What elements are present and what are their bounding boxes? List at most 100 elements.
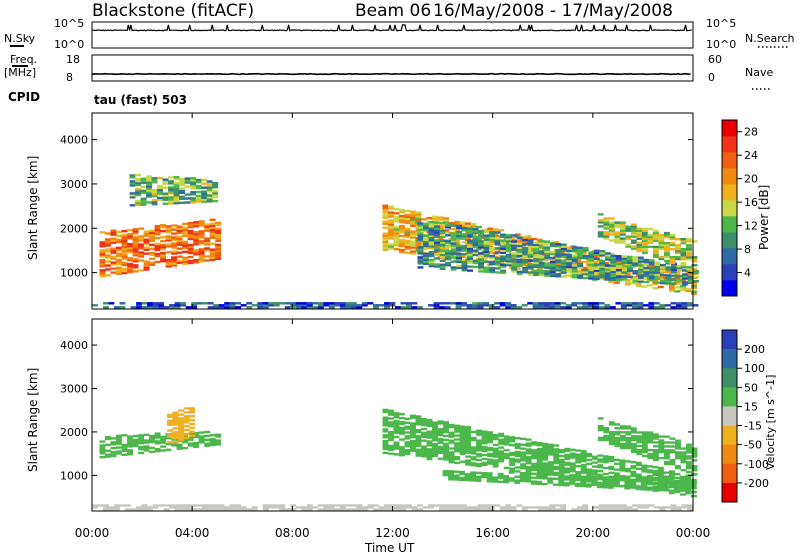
power-cell (215, 247, 222, 251)
power-cell (127, 247, 133, 250)
power-cell (511, 264, 518, 267)
velocity-cell (680, 457, 687, 460)
velocity-cell (388, 417, 394, 420)
velocity-cell (631, 504, 638, 507)
velocity-cell (176, 445, 183, 448)
power-cell (514, 233, 521, 236)
power-cell (160, 226, 166, 229)
power-cell (195, 186, 202, 190)
velocity-cell (619, 436, 626, 440)
power-cell (99, 231, 106, 234)
velocity-cell (637, 504, 644, 507)
power-cell (631, 304, 638, 307)
velocity-cell (361, 508, 368, 511)
velocity-cell (663, 479, 670, 482)
power-cell (437, 226, 444, 229)
velocity-cell (648, 504, 655, 507)
velocity-cell (614, 442, 621, 446)
velocity-cell (691, 467, 698, 470)
velocity-cell (178, 413, 184, 416)
velocity-cell (183, 407, 190, 410)
power-cell (625, 225, 632, 228)
power-cell (157, 184, 163, 188)
power-cell (433, 306, 440, 309)
power-cell (154, 230, 161, 234)
power-cell (439, 259, 446, 262)
power-cell (174, 304, 181, 307)
power-cell (382, 214, 389, 217)
velocity-cell (574, 474, 581, 478)
power-cell (191, 304, 198, 307)
power-cell (582, 246, 589, 250)
velocity-cell (455, 504, 462, 507)
power-cell (388, 225, 394, 228)
power-cell (542, 259, 549, 262)
power-cell (461, 265, 468, 268)
velocity-cell (624, 470, 631, 473)
velocity-cell (178, 421, 184, 424)
power-cell (538, 274, 545, 277)
velocity-cell (178, 434, 184, 438)
power-cell (195, 178, 202, 182)
velocity-cell (492, 453, 499, 456)
power-cell (454, 228, 460, 232)
power-cell (382, 222, 389, 225)
velocity-cell (641, 435, 648, 438)
power-cell (406, 304, 412, 307)
power-cell (173, 195, 180, 199)
velocity-cell (691, 453, 698, 456)
power-cell (676, 278, 683, 282)
power-cell (555, 249, 562, 252)
velocity-cell (229, 506, 236, 509)
power-cell (173, 193, 180, 197)
velocity-cell (619, 467, 626, 470)
power-cell (146, 193, 152, 196)
power-cell (610, 264, 617, 268)
velocity-cell (301, 506, 308, 509)
velocity-cell (542, 450, 549, 453)
power-cell (393, 236, 400, 239)
velocity-cell (487, 454, 494, 457)
power-cell (345, 304, 352, 307)
power-cell (619, 268, 626, 271)
velocity-cell (536, 447, 543, 451)
power-cell (317, 302, 324, 305)
velocity-cell (426, 454, 433, 457)
velocity-cell (585, 475, 592, 478)
velocity-cell (110, 447, 117, 450)
power-cell (129, 204, 136, 207)
velocity-cell (536, 461, 543, 464)
power-cell (500, 259, 507, 262)
power-cell (547, 258, 554, 261)
velocity-colorbar-band (722, 482, 737, 503)
power-cell (652, 235, 659, 239)
power-cell (127, 257, 133, 260)
power-cell (121, 249, 128, 253)
power-cell (154, 260, 161, 264)
power-cell (146, 177, 152, 180)
velocity-cell (138, 451, 144, 455)
power-cell (149, 251, 155, 254)
power-cell (538, 302, 545, 305)
power-cell (522, 259, 529, 262)
power-cell (417, 246, 424, 249)
velocity-cell (432, 448, 438, 452)
velocity-cell (114, 506, 120, 509)
velocity-cell (630, 437, 637, 440)
velocity-cell (448, 433, 455, 436)
power-cell (636, 247, 643, 250)
power-cell (404, 245, 411, 248)
power-cell (184, 179, 191, 182)
velocity-cell (187, 438, 194, 441)
velocity-cell (432, 437, 438, 440)
cpid-label: CPID (8, 90, 40, 104)
power-cell (636, 249, 643, 252)
power-cell (652, 275, 659, 278)
power-cell (614, 233, 621, 236)
power-cell (478, 260, 484, 263)
power-cell (154, 254, 161, 258)
velocity-cell (664, 441, 670, 444)
power-cell (608, 252, 615, 256)
velocity-cell (613, 462, 620, 465)
velocity-cell (388, 446, 394, 449)
